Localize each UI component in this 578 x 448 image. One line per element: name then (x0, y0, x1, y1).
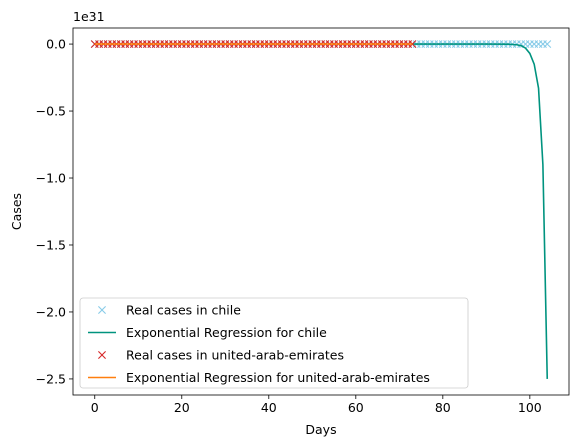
y-offset-label: 1e31 (73, 9, 105, 24)
plot-frame (72, 27, 570, 396)
y-tick-label: −1.0 (36, 171, 66, 186)
y-tick-label: −1.5 (36, 237, 66, 252)
y-tick-label: −2.0 (36, 304, 66, 319)
y-axis-label: Cases (9, 193, 24, 230)
y-tick-label: −2.5 (36, 371, 66, 386)
legend: Real cases in chile Exponential Regressio… (79, 297, 469, 389)
legend-marker (98, 306, 106, 314)
x-tick-label: 0 (91, 400, 99, 415)
legend-entry: Exponential Regression for chile (126, 325, 327, 340)
x-tick-label: 20 (174, 400, 190, 415)
series-line-1 (412, 43, 549, 379)
data-point (543, 40, 552, 49)
x-tick-label: 60 (348, 400, 364, 415)
legend-entry: Real cases in chile (126, 303, 241, 318)
y-tick-label: 0.0 (46, 37, 66, 52)
x-tick-label: 80 (435, 400, 451, 415)
legend-entry: Exponential Regression for united-arab-e… (126, 370, 430, 385)
y-tick-label: −0.5 (36, 104, 66, 119)
legend-marker (98, 351, 106, 359)
x-tick-label: 100 (518, 400, 542, 415)
x-tick-label: 40 (261, 400, 277, 415)
x-axis-label: Days (305, 422, 336, 437)
legend-box (79, 297, 469, 389)
legend-entry: Real cases in united-arab-emirates (126, 348, 344, 363)
